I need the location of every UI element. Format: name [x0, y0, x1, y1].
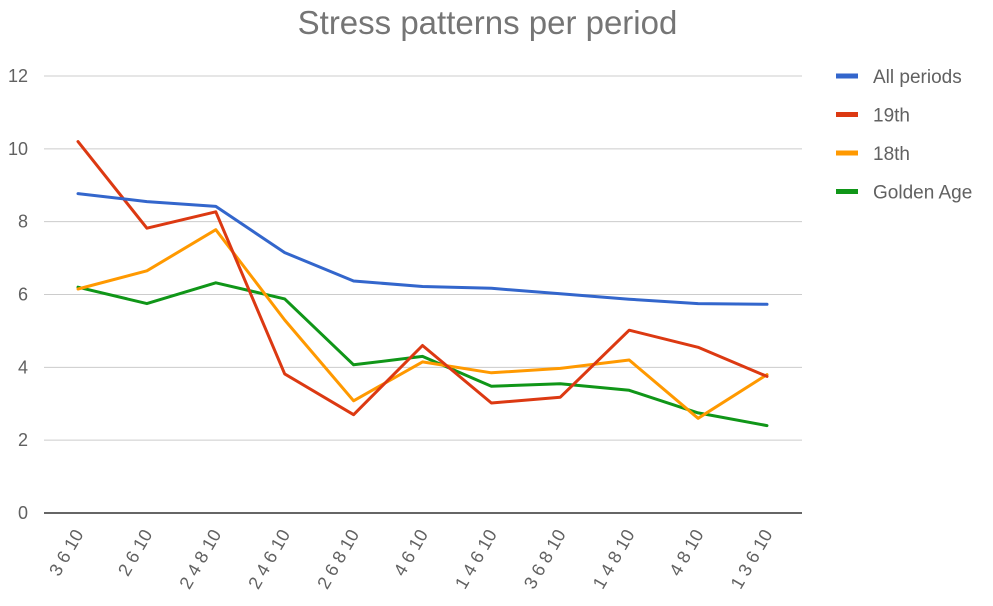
legend-label: All periods [873, 67, 962, 88]
x-tick-label: 3 6 8 10 [520, 526, 570, 592]
x-axis-ticks: 3 6 10 2 6 10 2 4 8 10 2 4 6 10 2 6 8 10 4 6 … [45, 526, 776, 592]
x-tick-label: 1 3 6 10 [727, 526, 777, 592]
x-tick-label: 1 4 6 10 [451, 526, 501, 592]
y-tick-label: 0 [18, 503, 28, 523]
chart-title: Stress patterns per period [297, 4, 678, 41]
y-tick-label: 10 [8, 139, 28, 159]
legend-item: 18th [836, 144, 910, 165]
series-line-18th [76, 228, 769, 420]
y-tick-label: 6 [18, 285, 28, 305]
x-tick-label: 2 4 6 10 [244, 526, 294, 592]
x-tick-label: 1 4 8 10 [589, 526, 639, 592]
y-tick-label: 12 [8, 66, 28, 86]
y-tick-label: 8 [18, 212, 28, 232]
legend-item: Golden Age [836, 183, 972, 204]
series-line-golden-age [76, 281, 769, 428]
legend: All periods 19th 18th Golden Age [836, 67, 972, 204]
y-axis-ticks: 0 2 4 6 8 10 12 [8, 66, 28, 523]
grid-lines [44, 75, 802, 514]
x-tick-label: 3 6 10 [45, 526, 87, 579]
x-tick-label: 2 4 8 10 [175, 526, 225, 592]
legend-label: Golden Age [873, 183, 972, 204]
x-tick-label: 2 6 8 10 [313, 526, 363, 592]
y-tick-label: 4 [18, 357, 28, 377]
legend-item: 19th [836, 106, 910, 127]
x-tick-label: 4 6 10 [390, 526, 432, 579]
legend-label: 18th [873, 144, 910, 165]
series-line-19th [76, 140, 769, 417]
series-line-all-periods [76, 192, 769, 306]
legend-item: All periods [836, 67, 962, 88]
x-tick-label: 2 6 10 [114, 526, 156, 579]
legend-label: 19th [873, 106, 910, 127]
x-tick-label: 4 8 10 [665, 526, 707, 579]
series-lines [76, 140, 769, 428]
y-tick-label: 2 [18, 430, 28, 450]
